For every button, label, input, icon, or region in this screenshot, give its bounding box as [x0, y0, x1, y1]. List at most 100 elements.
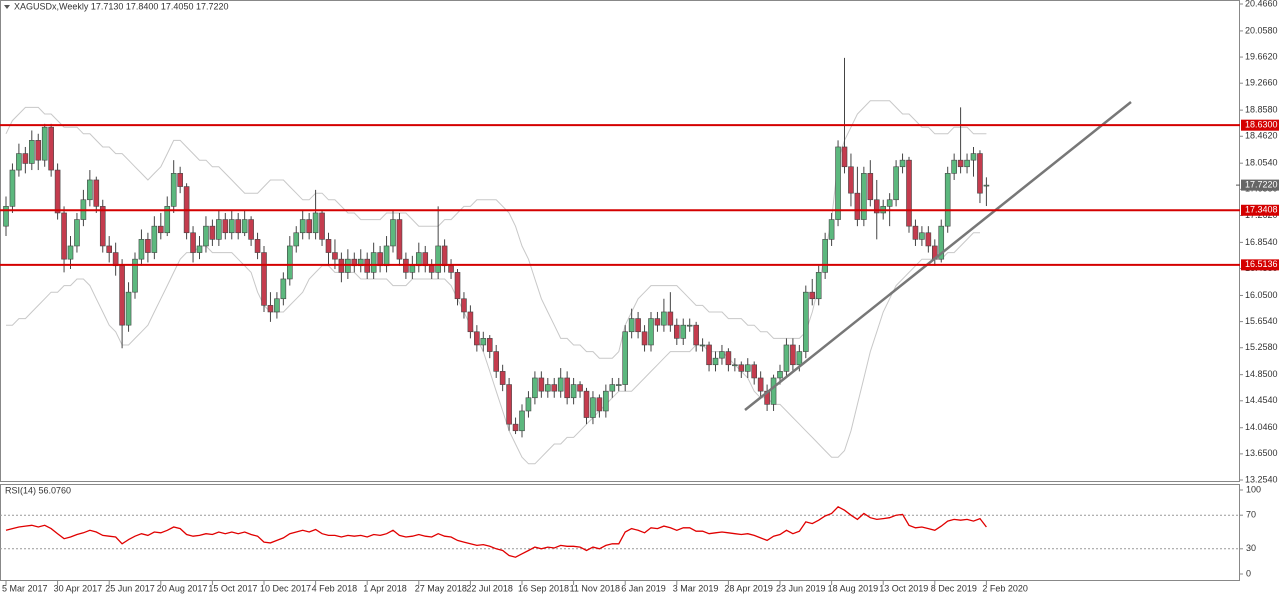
candle-body: [654, 318, 661, 326]
candle-body: [158, 225, 164, 234]
candle-body: [377, 252, 383, 267]
candle-body: [893, 166, 899, 201]
x-tick-label: 6 Jan 2019: [621, 583, 666, 593]
candle-body: [596, 397, 603, 412]
candle-body: [590, 397, 596, 418]
candle-body: [719, 351, 725, 359]
candle-body: [609, 384, 616, 392]
candle-body: [693, 324, 699, 346]
candle-body: [712, 357, 719, 366]
candle-body: [854, 192, 861, 220]
candle-body: [248, 219, 254, 240]
candle-body: [757, 377, 764, 392]
candle-body: [370, 252, 377, 273]
candle-body: [925, 232, 932, 247]
candle-body: [428, 265, 435, 273]
candle-body: [615, 384, 622, 386]
y-tick-label: 15.2580: [1245, 342, 1278, 352]
candle-body: [686, 324, 693, 327]
candle-body: [977, 153, 983, 194]
candle-body: [441, 245, 448, 267]
candle-body: [751, 364, 758, 379]
candle-body: [222, 219, 229, 234]
candle-body: [325, 239, 332, 253]
candle-body: [261, 252, 267, 306]
candle-body: [306, 219, 312, 234]
x-tick-label: 23 Jun 2019: [776, 583, 826, 593]
candle-body: [841, 146, 848, 168]
candle-body: [603, 390, 609, 412]
candle-body: [209, 225, 216, 240]
candle-body: [680, 324, 687, 339]
candle-body: [164, 206, 171, 234]
candle-body: [906, 159, 912, 227]
candle-body: [770, 377, 777, 405]
rsi-panel: [0, 484, 1240, 581]
candle-body: [396, 219, 403, 260]
x-tick-label: 4 Feb 2018: [312, 583, 358, 593]
candle-body: [299, 219, 306, 234]
candle-body: [622, 331, 629, 385]
candle-body: [190, 232, 196, 253]
candle-body: [474, 331, 480, 346]
x-tick-label: 22 Jul 2018: [466, 583, 513, 593]
candle-body: [48, 126, 54, 171]
candle-body: [699, 344, 706, 347]
candle-body: [54, 169, 61, 214]
trend-line: [744, 101, 1132, 411]
rsi-tick-label: 0: [1246, 568, 1251, 578]
candle-body: [409, 265, 416, 273]
candle-body: [435, 245, 441, 273]
candle-body: [3, 206, 9, 227]
candle-body: [661, 311, 667, 326]
candle-body: [828, 219, 835, 240]
candle-body: [138, 239, 145, 260]
candle-body: [577, 384, 583, 392]
candle-body: [9, 169, 16, 207]
candle-body: [235, 219, 241, 234]
candle-body: [873, 199, 880, 214]
candle-body: [499, 371, 506, 385]
x-tick-label: 11 Nov 2018: [570, 583, 620, 593]
candle-body: [673, 324, 680, 339]
y-tick-label: 15.6540: [1245, 316, 1278, 326]
x-tick-label: 3 Mar 2019: [673, 583, 719, 593]
last-price-label: 17.7220: [1245, 179, 1278, 189]
candle-body: [912, 225, 919, 240]
candle-body: [151, 225, 158, 253]
level-tag: [1241, 119, 1279, 131]
collapse-icon[interactable]: [4, 5, 10, 9]
candle-body: [519, 410, 525, 432]
y-tick-label: 16.0500: [1245, 290, 1278, 300]
candle-body: [145, 239, 151, 253]
x-tick-label: 20 Aug 2017: [157, 583, 208, 593]
x-tick-label: 2 Feb 2020: [982, 583, 1028, 593]
candle-body: [641, 331, 648, 346]
candle-body: [777, 371, 783, 379]
candle-body: [919, 232, 925, 240]
candle-body: [177, 173, 183, 187]
candle-body: [570, 384, 577, 399]
candle-body: [132, 258, 138, 293]
candle-body: [815, 272, 822, 300]
candle-body: [106, 245, 112, 253]
y-tick-label: 18.8580: [1245, 105, 1278, 115]
rsi-line: [5, 505, 987, 558]
candle-body: [422, 252, 429, 267]
y-tick-label: 18.0540: [1245, 158, 1278, 168]
candle-body: [648, 318, 654, 346]
candle-body: [16, 153, 22, 171]
y-tick-label: 18.4620: [1245, 131, 1278, 141]
candle-body: [319, 212, 325, 240]
candle-body: [332, 252, 338, 260]
candle-body: [732, 364, 738, 367]
x-tick-label: 13 Oct 2019: [879, 583, 928, 593]
last-price-tag: [1241, 179, 1279, 191]
candle-body: [899, 159, 906, 168]
candle-body: [241, 219, 248, 234]
candle-body: [790, 344, 796, 366]
chart-title: XAGUSDx,Weekly 17.7130 17.8400 17.4050 1…: [14, 1, 228, 11]
candle-body: [480, 338, 487, 346]
candle-body: [867, 173, 874, 201]
